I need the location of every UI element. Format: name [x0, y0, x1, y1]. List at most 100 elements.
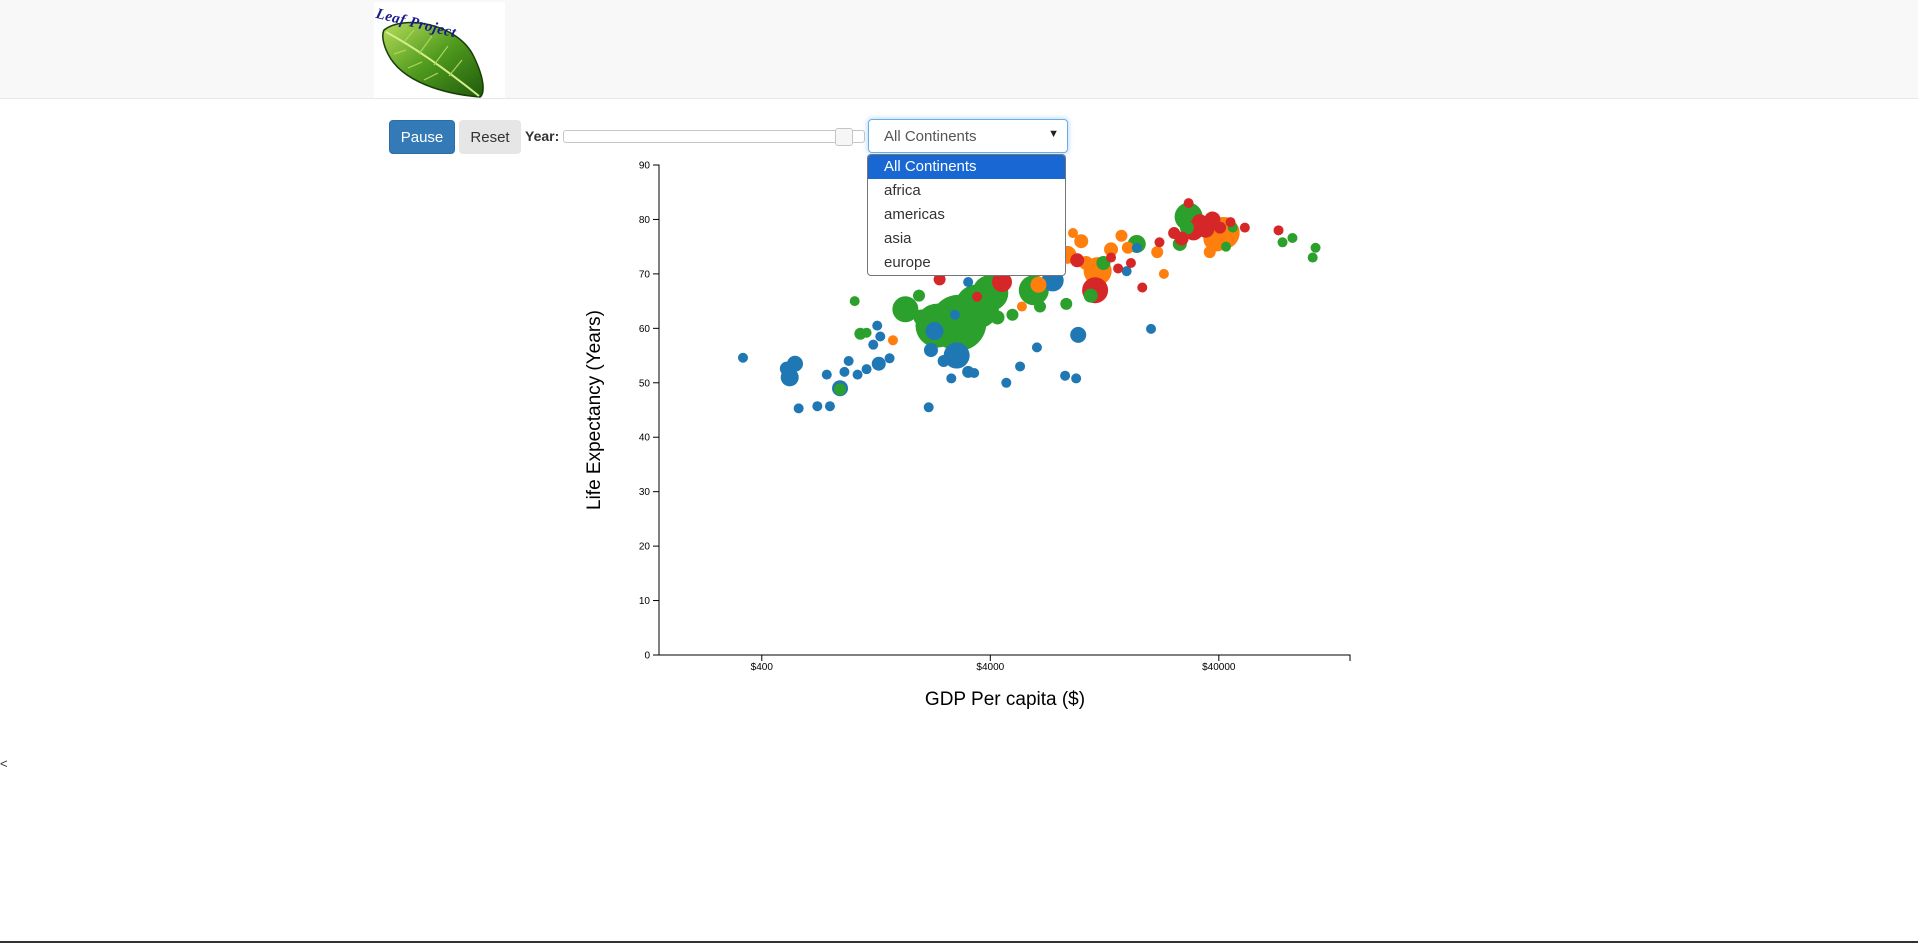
data-point-americas[interactable] [1104, 242, 1119, 257]
data-point-africa[interactable] [839, 366, 850, 377]
continent-select[interactable]: All Continents ▼ [868, 119, 1068, 153]
data-point-europe[interactable] [991, 272, 1012, 293]
data-point-asia[interactable] [1310, 242, 1321, 253]
data-point-europe[interactable] [1137, 282, 1148, 293]
data-point-africa[interactable] [923, 343, 938, 358]
reset-button[interactable]: Reset [459, 120, 521, 154]
y-tick-label: 0 [644, 651, 650, 662]
data-point-americas[interactable] [1121, 241, 1134, 254]
y-tick-label: 40 [639, 433, 651, 444]
pause-button[interactable]: Pause [389, 120, 455, 154]
continent-option[interactable]: africa [884, 182, 921, 199]
data-point-africa[interactable] [861, 364, 872, 375]
chevron-down-icon: ▼ [1048, 128, 1059, 140]
y-tick-label: 10 [639, 596, 651, 607]
data-point-africa[interactable] [949, 309, 960, 320]
continent-option[interactable]: americas [884, 206, 945, 223]
data-point-asia[interactable] [1307, 252, 1318, 263]
data-point-asia[interactable] [1060, 297, 1073, 310]
data-point-asia[interactable] [834, 383, 847, 396]
data-point-africa[interactable] [943, 342, 970, 369]
data-point-europe[interactable] [1214, 221, 1227, 234]
data-point-asia[interactable] [861, 327, 872, 338]
data-point-americas[interactable] [1074, 234, 1089, 249]
data-point-africa[interactable] [1031, 342, 1042, 353]
data-point-europe[interactable] [1273, 225, 1284, 236]
data-point-africa[interactable] [1131, 242, 1142, 253]
data-point-africa[interactable] [937, 355, 950, 367]
data-point-asia[interactable] [990, 310, 1005, 325]
year-slider[interactable] [563, 128, 865, 146]
data-point-europe[interactable] [933, 273, 946, 286]
data-point-asia[interactable] [1287, 232, 1298, 243]
data-point-africa[interactable] [1001, 377, 1012, 388]
data-point-europe[interactable] [1125, 258, 1136, 268]
data-point-africa[interactable] [821, 369, 832, 380]
data-point-africa[interactable] [852, 369, 863, 380]
data-point-asia[interactable] [913, 309, 930, 326]
data-point-asia[interactable] [1006, 308, 1019, 321]
data-point-asia[interactable] [849, 296, 860, 307]
data-point-europe[interactable] [1191, 214, 1208, 231]
data-point-africa[interactable] [871, 356, 886, 371]
data-point-europe[interactable] [1070, 253, 1085, 268]
data-point-asia[interactable] [1083, 288, 1098, 303]
data-point-americas[interactable] [1151, 246, 1164, 259]
data-point-europe[interactable] [1183, 198, 1194, 209]
data-point-africa[interactable] [963, 277, 974, 288]
data-point-asia[interactable] [1220, 241, 1231, 252]
data-point-americas[interactable] [1158, 268, 1169, 279]
year-slider-handle[interactable] [835, 128, 853, 146]
data-point-africa[interactable] [1071, 373, 1082, 384]
data-point-africa[interactable] [1015, 361, 1026, 372]
data-point-africa[interactable] [737, 352, 748, 363]
data-point-africa[interactable] [843, 356, 854, 366]
data-point-asia[interactable] [1034, 300, 1047, 313]
data-point-africa[interactable] [969, 367, 980, 378]
data-point-europe[interactable] [1113, 263, 1124, 274]
data-point-africa[interactable] [1121, 266, 1132, 277]
continent-option[interactable]: asia [884, 230, 912, 247]
data-point-europe[interactable] [1225, 217, 1236, 228]
data-point-asia[interactable] [892, 296, 919, 323]
data-point-africa[interactable] [868, 339, 879, 350]
data-point-africa[interactable] [925, 322, 944, 341]
data-point-africa[interactable] [1060, 370, 1071, 381]
data-point-africa[interactable] [875, 331, 886, 342]
year-label: Year: [525, 128, 560, 144]
chart-points [737, 198, 1321, 414]
data-point-asia[interactable] [912, 289, 925, 302]
data-point-africa[interactable] [779, 361, 794, 376]
data-point-africa[interactable] [1070, 326, 1087, 343]
data-point-europe[interactable] [1154, 237, 1165, 248]
data-point-africa[interactable] [812, 401, 823, 412]
data-point-africa[interactable] [946, 373, 957, 384]
data-point-europe[interactable] [972, 291, 983, 302]
data-point-americas[interactable] [1115, 229, 1128, 242]
stray-text: < [0, 756, 8, 771]
data-point-africa[interactable] [872, 320, 883, 331]
x-tick-label: $40000 [1202, 662, 1236, 673]
data-point-americas[interactable] [1016, 301, 1027, 312]
leaf-project-logo[interactable]: Leaf Project [374, 2, 505, 98]
data-point-americas[interactable] [1203, 246, 1216, 259]
data-point-europe[interactable] [1239, 222, 1250, 233]
data-point-americas[interactable] [887, 335, 898, 346]
data-point-africa[interactable] [824, 401, 835, 412]
data-point-asia[interactable] [1277, 237, 1288, 248]
continent-option[interactable]: europe [884, 254, 931, 271]
y-tick-label: 50 [639, 378, 651, 389]
continent-select-value: All Continents [884, 128, 977, 145]
data-point-africa[interactable] [1146, 323, 1157, 334]
data-point-africa[interactable] [884, 353, 895, 364]
y-axis-label: Life Expectancy (Years) [584, 310, 605, 510]
data-point-americas[interactable] [1030, 276, 1047, 293]
continent-option[interactable]: All Continents [868, 155, 1065, 179]
data-point-asia[interactable] [1179, 220, 1194, 235]
data-point-europe[interactable] [1168, 227, 1181, 240]
data-point-americas[interactable] [1067, 228, 1078, 239]
data-point-europe[interactable] [1106, 252, 1117, 263]
data-point-africa[interactable] [793, 403, 804, 414]
data-point-africa[interactable] [923, 402, 934, 413]
